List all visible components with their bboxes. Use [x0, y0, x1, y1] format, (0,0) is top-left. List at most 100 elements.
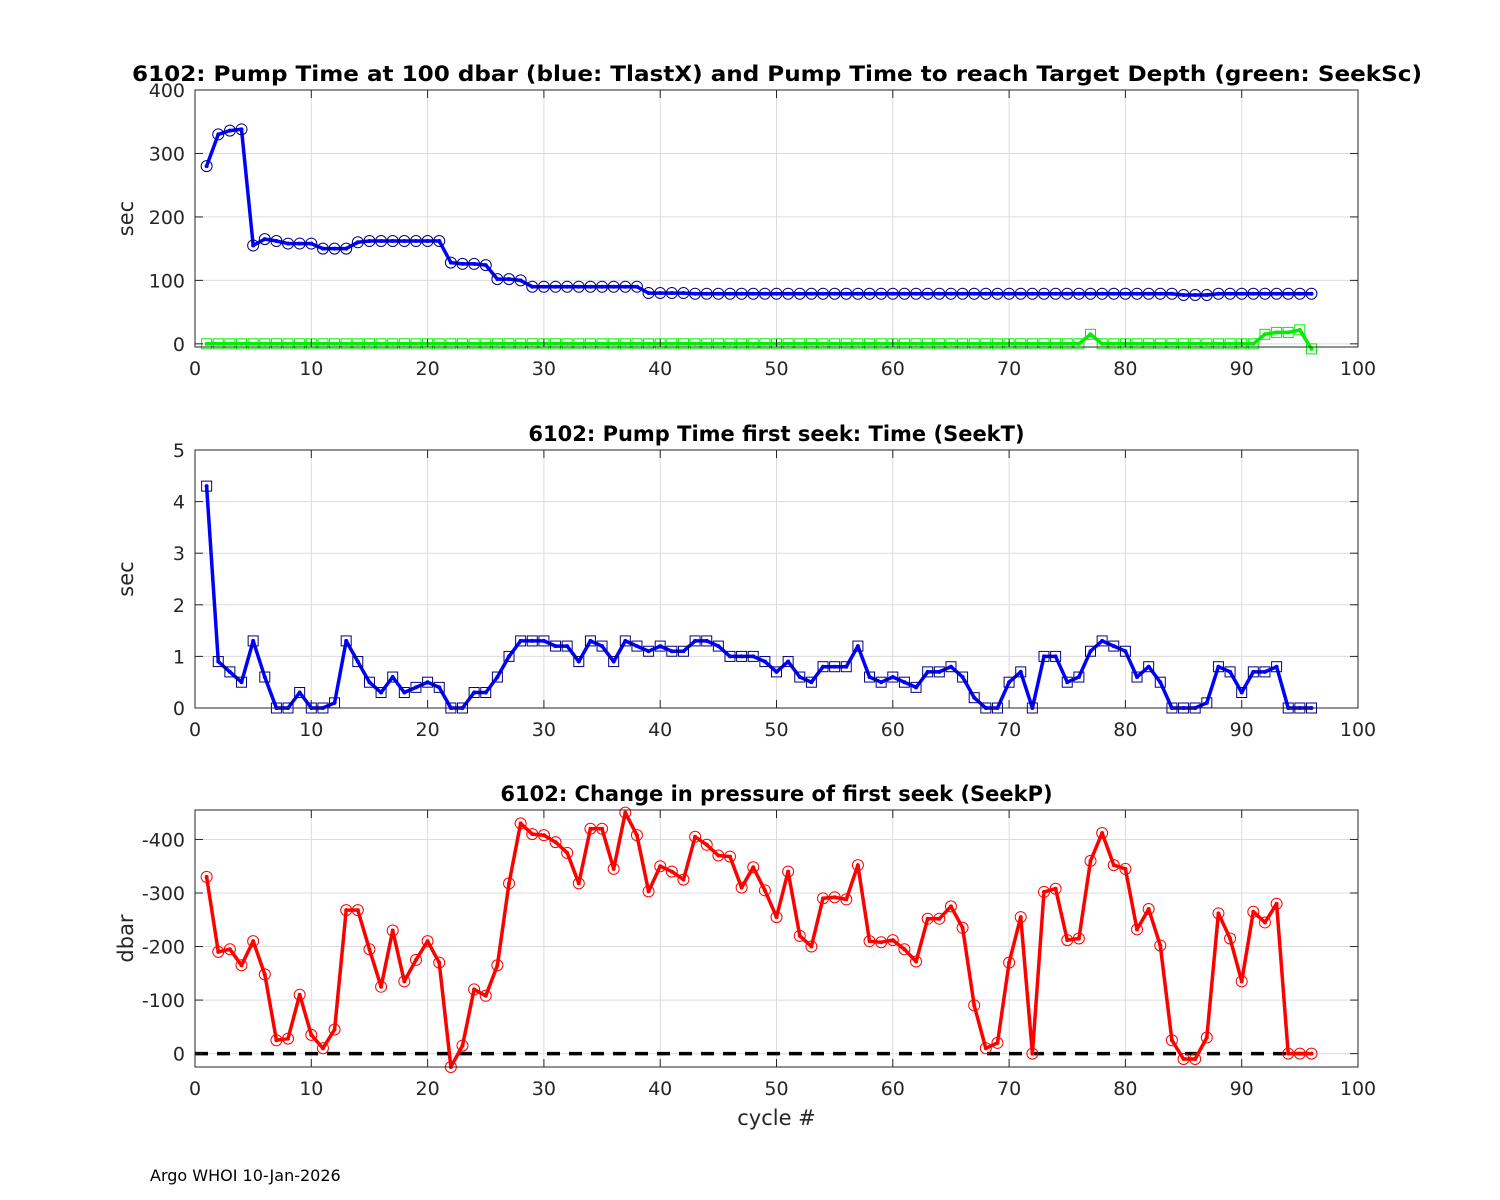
data-dot [216, 341, 221, 346]
data-point [236, 338, 248, 350]
data-point [445, 338, 457, 350]
data-dot [588, 341, 593, 346]
x-tick-label: 60 [881, 719, 905, 741]
data-point [316, 1042, 329, 1055]
chart-title: 6102: Pump Time at 100 dbar (blue: Tlast… [132, 62, 1422, 86]
data-point [887, 338, 899, 350]
y-tick-label: 3 [173, 543, 185, 565]
data-dot [646, 649, 651, 654]
data-point [968, 287, 981, 300]
data-dot [204, 874, 209, 879]
data-dot [1274, 901, 1279, 906]
x-tick-label: 90 [1230, 719, 1254, 741]
data-point [1014, 287, 1027, 300]
data-point [1189, 288, 1202, 301]
data-point [1037, 287, 1050, 300]
data-dot [332, 1027, 337, 1032]
data-point [375, 338, 387, 350]
data-dot [1158, 943, 1163, 948]
data-point [561, 338, 573, 350]
data-point [526, 828, 539, 841]
data-point [503, 877, 516, 890]
data-point [1200, 288, 1213, 301]
data-dot [634, 284, 639, 289]
data-dot [855, 644, 860, 649]
data-dot [379, 341, 384, 346]
data-dot [1216, 341, 1221, 346]
data-point [689, 635, 701, 647]
data-point [631, 338, 643, 350]
data-dot [809, 341, 814, 346]
data-dot [390, 239, 395, 244]
data-point [1294, 324, 1306, 336]
data-dot [1065, 938, 1070, 943]
data-point [957, 338, 969, 350]
data-dot [495, 277, 500, 282]
data-dot [565, 341, 570, 346]
data-dot [1181, 292, 1186, 297]
data-point [352, 338, 364, 350]
data-point [1282, 1047, 1295, 1060]
data-dot [1123, 291, 1128, 296]
data-point [619, 806, 632, 819]
data-dot [553, 284, 558, 289]
data-dot [1123, 866, 1128, 871]
data-point [723, 287, 736, 300]
data-dot [262, 341, 267, 346]
x-tick-label: 90 [1230, 358, 1254, 380]
data-dot [227, 341, 232, 346]
data-point [596, 280, 609, 293]
data-dot [797, 933, 802, 938]
data-point [1085, 645, 1097, 657]
data-point [1038, 338, 1050, 350]
data-dot [541, 833, 546, 838]
data-dot [1262, 669, 1267, 674]
data-dot [600, 826, 605, 831]
data-dot [1053, 886, 1058, 891]
data-point [550, 338, 562, 350]
data-point [956, 287, 969, 300]
data-point [759, 338, 771, 350]
data-point [1107, 287, 1120, 300]
data-dot [623, 284, 628, 289]
data-dot [879, 291, 884, 296]
data-dot [1030, 1051, 1035, 1056]
data-point [224, 666, 236, 678]
data-point [607, 862, 620, 875]
data-dot [437, 685, 442, 690]
data-point [235, 959, 248, 972]
data-dot [576, 341, 581, 346]
series-line-0 [204, 810, 1312, 1069]
data-dot [495, 963, 500, 968]
data-dot [762, 341, 767, 346]
data-point [701, 338, 713, 350]
data-point [386, 924, 399, 937]
y-tick-label: 4 [173, 492, 185, 514]
data-point [351, 236, 364, 249]
data-point [991, 287, 1004, 300]
data-dot [576, 881, 581, 886]
y-tick-label: 0 [173, 698, 185, 720]
data-dot [239, 963, 244, 968]
data-point [1305, 1047, 1318, 1060]
data-point [363, 235, 376, 248]
data-dot [948, 904, 953, 909]
data-dot [1111, 863, 1116, 868]
data-dot [588, 638, 593, 643]
data-point [480, 338, 492, 350]
data-dot [262, 237, 267, 242]
data-dot [355, 240, 360, 245]
data-point [1271, 326, 1283, 338]
data-point [1258, 287, 1271, 300]
data-point [293, 988, 306, 1001]
data-point [886, 934, 899, 947]
data-dot [739, 291, 744, 296]
data-dot [472, 341, 477, 346]
data-dot [286, 341, 291, 346]
data-dot [297, 690, 302, 695]
data-dot [1181, 1056, 1186, 1061]
data-dot [751, 865, 756, 870]
data-point [712, 338, 724, 350]
data-dot [565, 850, 570, 855]
data-point [537, 829, 550, 842]
